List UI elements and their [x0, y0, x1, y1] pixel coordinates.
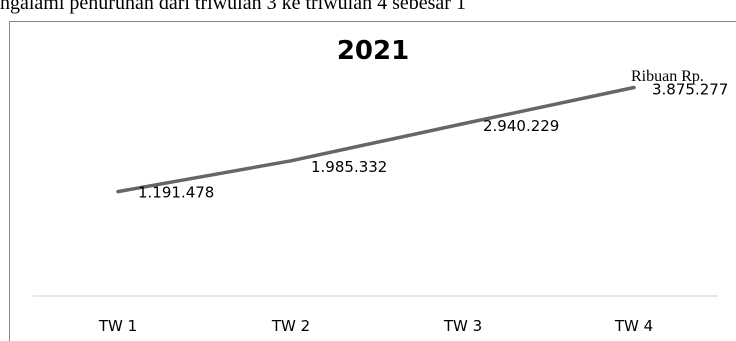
x-tick-label: TW 1 [98, 317, 137, 335]
data-label: 1.985.332 [311, 158, 387, 176]
data-label: 2.940.229 [483, 117, 559, 135]
x-tick-label: TW 4 [614, 317, 653, 335]
series-line [116, 85, 636, 194]
data-label: 1.191.478 [138, 184, 214, 202]
unit-label: Ribuan Rp. [631, 68, 704, 85]
data-label: 3.875.277 [652, 81, 728, 99]
body-text-fragment: ngalami penurunan dari triwulan 3 ke tri… [0, 0, 466, 14]
chart-frame [9, 21, 736, 341]
chart-title: 2021 [337, 36, 409, 66]
x-tick-label: TW 2 [271, 317, 310, 335]
x-tick-label: TW 3 [443, 317, 482, 335]
